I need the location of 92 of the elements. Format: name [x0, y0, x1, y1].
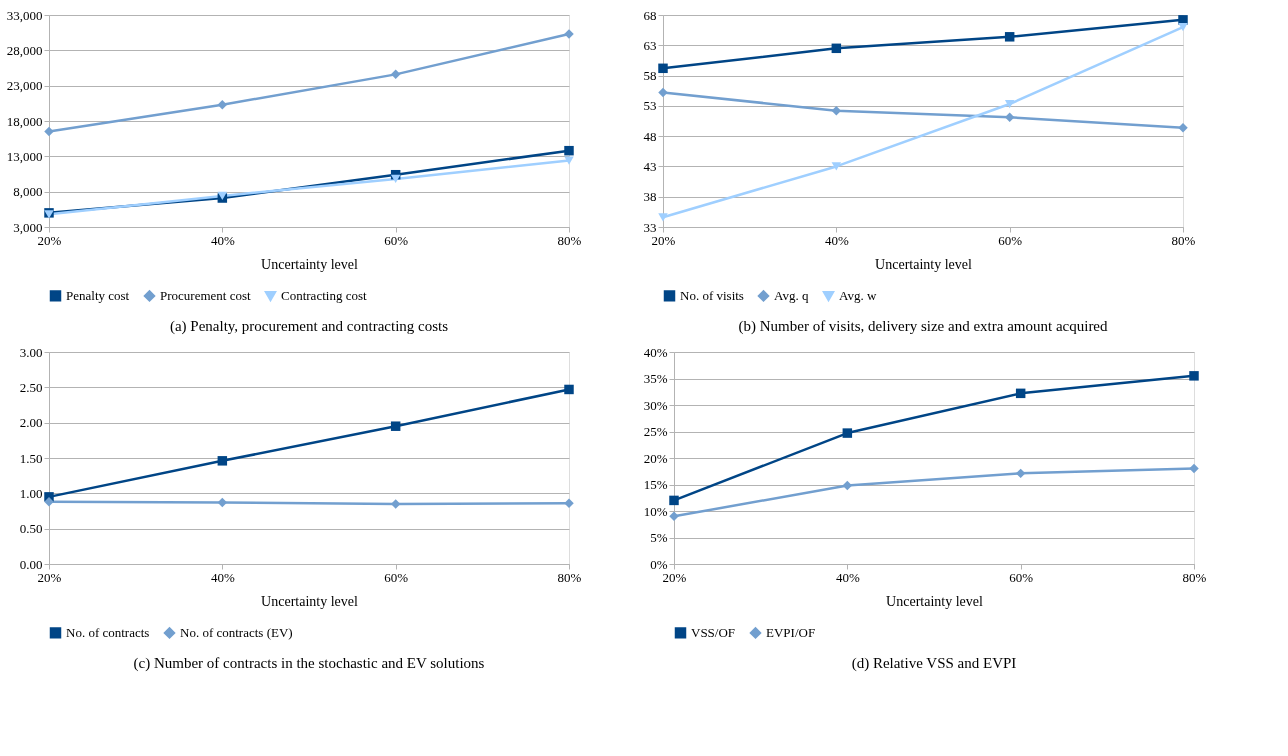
text: (a) Penalty, procurement and contracting costs — [169, 318, 449, 335]
point — [1178, 122, 1188, 133]
x-tick-label: 40% — [835, 569, 860, 585]
point — [831, 162, 842, 171]
y-tick-label: 18,000 — [6, 113, 43, 129]
point — [1015, 388, 1026, 399]
point — [1189, 463, 1199, 474]
point — [217, 100, 228, 110]
x-tick-label: 80% — [1171, 232, 1196, 248]
point — [831, 43, 842, 54]
y-tick-label: 23,000 — [6, 78, 43, 94]
point — [390, 421, 401, 431]
point — [1004, 99, 1015, 109]
y-tick-label: 38 — [643, 189, 657, 205]
x-axis-title: Uncertainty level — [261, 256, 358, 272]
legend-label: Penalty cost — [66, 287, 130, 303]
y-tick-label: 53 — [643, 98, 657, 114]
y-tick-label: 48 — [643, 128, 657, 144]
y-tick-label: 63 — [643, 37, 657, 53]
x-tick-label: 60% — [384, 569, 409, 585]
y-tick-label: 0.50 — [19, 521, 43, 537]
x-tick-label: 60% — [998, 232, 1023, 248]
point — [658, 87, 668, 98]
point — [564, 156, 574, 165]
legend-label: Procurement cost — [160, 287, 251, 303]
x-tick-label: 20% — [37, 569, 62, 585]
x-tick-label: 60% — [384, 232, 409, 248]
point — [390, 174, 401, 184]
point — [1004, 32, 1015, 42]
point — [669, 511, 679, 522]
y-tick-label: 8,000 — [13, 184, 43, 200]
y-tick-label: 40% — [643, 344, 668, 360]
y-tick-label: 33,000 — [6, 7, 43, 23]
y-tick-label: 15% — [643, 477, 668, 492]
legend-label: No. of contracts — [66, 624, 150, 640]
y-tick-label: 0% — [650, 556, 668, 572]
point — [564, 384, 574, 395]
y-tick-label: 13,000 — [6, 148, 43, 164]
legend-label: Contracting cost — [281, 288, 367, 304]
point — [217, 456, 228, 466]
point — [658, 213, 668, 222]
point — [564, 145, 574, 156]
legend-label: No. of visits — [680, 287, 744, 303]
legend-label: Avg. w — [839, 288, 877, 304]
y-tick-label: 1.50 — [19, 450, 43, 466]
x-tick-label: 80% — [557, 569, 582, 585]
y-tick-label: 0.00 — [19, 556, 43, 572]
y-tick-label: 2.50 — [19, 379, 43, 395]
y-tick-label: 28,000 — [6, 42, 43, 58]
y-tick-label: 58 — [643, 68, 657, 84]
point — [1189, 371, 1199, 381]
x-tick-label: 80% — [1182, 569, 1207, 585]
point — [658, 63, 668, 74]
point — [217, 497, 228, 508]
y-tick-label: 1.00 — [19, 485, 43, 501]
text: (d) Relative VSS and EVPI — [851, 655, 1017, 672]
x-tick-label: 40% — [824, 232, 849, 248]
x-tick-label: 40% — [210, 569, 235, 585]
legend-label: No. of contracts (EV) — [180, 624, 293, 640]
point — [842, 428, 853, 438]
point — [1015, 468, 1026, 479]
y-tick-label: 30% — [643, 397, 668, 413]
point — [842, 480, 853, 491]
legend-label: VSS/OF — [691, 624, 736, 640]
point — [390, 69, 401, 80]
x-tick-label: 20% — [662, 569, 687, 585]
y-tick-label: 3.00 — [19, 344, 43, 360]
text: (b) Number of visits, delivery size and extra amount acquired — [738, 318, 1109, 335]
x-axis-title: Uncertainty level — [886, 593, 983, 609]
y-tick-label: 5% — [650, 530, 668, 545]
text: (c) Number of contracts in the stochastic and EV solutions — [133, 655, 485, 672]
point — [669, 495, 679, 506]
x-axis-title: Uncertainty level — [261, 593, 358, 609]
x-tick-label: 20% — [37, 232, 62, 248]
x-axis-title: Uncertainty level — [875, 256, 972, 272]
point — [831, 105, 842, 116]
y-tick-label: 2.00 — [19, 415, 43, 431]
x-tick-label: 40% — [210, 232, 235, 248]
point — [1178, 23, 1188, 32]
y-tick-label: 10% — [643, 503, 668, 519]
y-tick-label: 3,000 — [13, 219, 43, 235]
y-tick-label: 20% — [643, 450, 668, 466]
point — [44, 126, 54, 137]
legend-label: Avg. q — [774, 287, 809, 303]
x-tick-label: 60% — [1009, 569, 1034, 585]
y-tick-label: 35% — [643, 371, 668, 386]
x-tick-label: 80% — [557, 232, 582, 248]
y-tick-label: 43 — [643, 158, 657, 174]
y-tick-label: 33 — [643, 219, 657, 235]
legend-label: EVPI/OF — [766, 624, 816, 640]
y-tick-label: 68 — [643, 7, 657, 23]
y-tick-label: 25% — [643, 424, 668, 439]
